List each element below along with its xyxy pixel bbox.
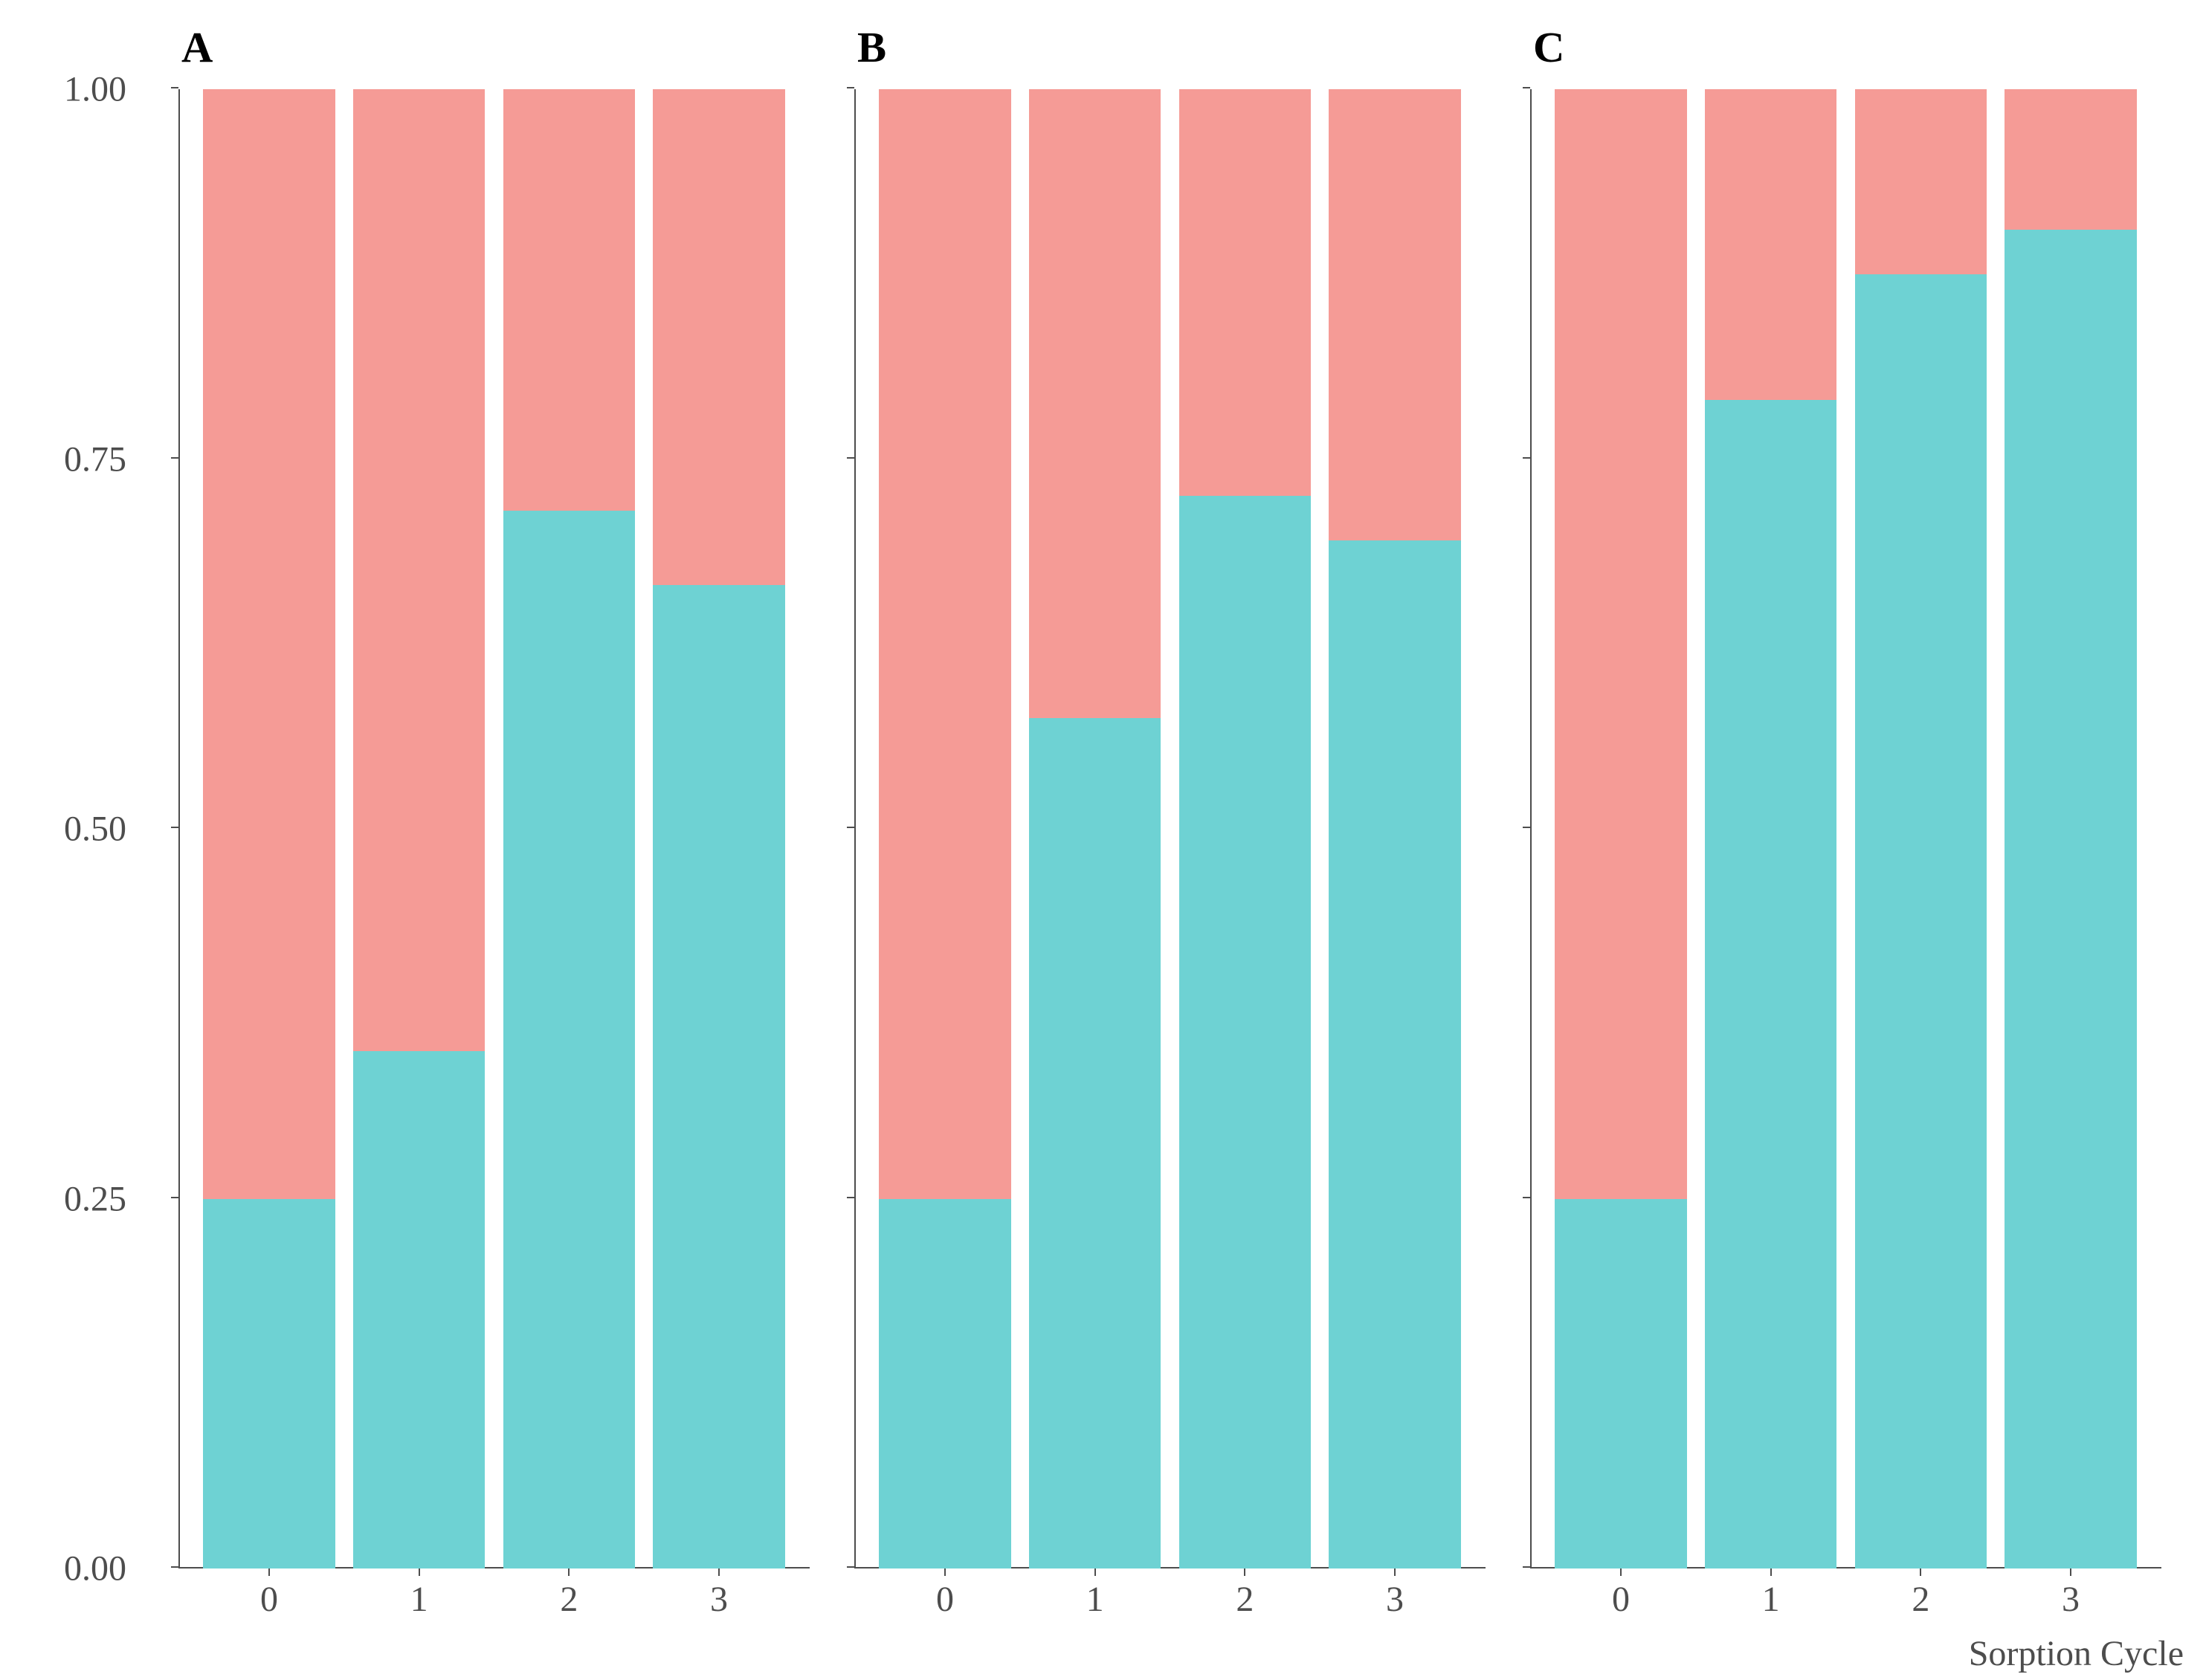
y-tick [171, 1197, 178, 1198]
bar-segment-bottom [503, 511, 635, 1568]
y-tick [1523, 457, 1530, 459]
x-tick-label: 1 [1762, 1579, 1780, 1620]
y-tick-label: 0.25 [64, 1178, 126, 1219]
bar-segment-top [2005, 89, 2136, 230]
y-axis: 0.000.250.500.751.00 [30, 89, 134, 1568]
bar-segment-bottom [2005, 230, 2136, 1568]
bar-segment-bottom [879, 1199, 1010, 1569]
x-tick-label: 0 [936, 1579, 954, 1620]
x-tick-label: 3 [710, 1579, 728, 1620]
y-tick [171, 1566, 178, 1568]
bar-segment-bottom [1855, 274, 1987, 1568]
panels-row: 0.00 0.25 0.50 0.75 1.00 A 0 1 2 3 B 0 1 2 3 C 0 1 2 3 [30, 22, 2161, 1643]
panel-title: B [854, 22, 1486, 89]
bars [178, 89, 810, 1568]
plot-area [854, 89, 1486, 1568]
x-axis: 0 1 2 3 [854, 1568, 1486, 1643]
panel-title: C [1530, 22, 2161, 89]
y-tick [1523, 1566, 1530, 1568]
y-tick-label: 0.50 [64, 809, 126, 850]
y-tick-label: 1.00 [64, 69, 126, 110]
x-tick-label: 2 [1912, 1579, 1929, 1620]
bar-segment-top [503, 89, 635, 511]
x-tick-label: 2 [560, 1579, 578, 1620]
y-tick [1523, 827, 1530, 828]
y-tick [171, 457, 178, 459]
bar-segment-top [1029, 89, 1161, 718]
x-axis-title: Sorption Cycle [1969, 1633, 2184, 1674]
bar-segment-top [1855, 89, 1987, 274]
panel-c: C 0 1 2 3 [1530, 22, 2161, 1643]
stacked-bar [353, 89, 485, 1568]
bar-segment-bottom [653, 585, 784, 1568]
panel-title: A [178, 22, 810, 89]
bar-segment-bottom [1329, 540, 1460, 1568]
bar-segment-bottom [1555, 1199, 1686, 1569]
y-tick [171, 87, 178, 88]
bar-segment-top [203, 89, 335, 1199]
x-tick-label: 0 [260, 1579, 278, 1620]
bar-segment-bottom [353, 1051, 485, 1569]
stacked-bar [503, 89, 635, 1568]
y-tick [847, 1566, 854, 1568]
figure: 0.00 0.25 0.50 0.75 1.00 A 0 1 2 3 B 0 1 2 3 C 0 1 2 3 Sor… [0, 0, 2206, 1680]
plot-area [178, 89, 810, 1568]
stacked-bar [1855, 89, 1987, 1568]
x-tick-label: 3 [2062, 1579, 2080, 1620]
y-tick [1523, 87, 1530, 88]
x-axis: 0 1 2 3 [178, 1568, 810, 1643]
bar-segment-top [1705, 89, 1836, 400]
stacked-bar [1329, 89, 1460, 1568]
y-axis-column: 0.00 0.25 0.50 0.75 1.00 [30, 22, 134, 1643]
x-tick-label: 0 [1612, 1579, 1630, 1620]
y-tick-label: 0.75 [64, 439, 126, 479]
bar-segment-top [1555, 89, 1686, 1199]
x-tick-label: 1 [410, 1579, 428, 1620]
bar-segment-top [653, 89, 784, 585]
y-tick [847, 457, 854, 459]
y-tick [171, 827, 178, 828]
x-tick-label: 1 [1086, 1579, 1104, 1620]
plot-area [1530, 89, 2161, 1568]
x-tick-label: 3 [1386, 1579, 1404, 1620]
bars [854, 89, 1486, 1568]
bar-segment-bottom [1179, 496, 1311, 1568]
stacked-bar [879, 89, 1010, 1568]
stacked-bar [1705, 89, 1836, 1568]
x-tick-label: 2 [1236, 1579, 1254, 1620]
bar-segment-bottom [1705, 400, 1836, 1568]
bar-segment-top [879, 89, 1010, 1199]
y-tick [847, 87, 854, 88]
bars [1530, 89, 2161, 1568]
stacked-bar [653, 89, 784, 1568]
stacked-bar [1029, 89, 1161, 1568]
bar-segment-top [353, 89, 485, 1051]
panel-a: A 0 1 2 3 [178, 22, 810, 1643]
bar-segment-bottom [203, 1199, 335, 1569]
stacked-bar [2005, 89, 2136, 1568]
bar-segment-top [1179, 89, 1311, 496]
y-tick [1523, 1197, 1530, 1198]
y-tick [847, 827, 854, 828]
bar-segment-bottom [1029, 718, 1161, 1568]
stacked-bar [203, 89, 335, 1568]
x-axis: 0 1 2 3 [1530, 1568, 2161, 1643]
panel-b: B 0 1 2 3 [854, 22, 1486, 1643]
y-tick-label: 0.00 [64, 1548, 126, 1589]
bar-segment-top [1329, 89, 1460, 540]
stacked-bar [1179, 89, 1311, 1568]
stacked-bar [1555, 89, 1686, 1568]
y-tick [847, 1197, 854, 1198]
